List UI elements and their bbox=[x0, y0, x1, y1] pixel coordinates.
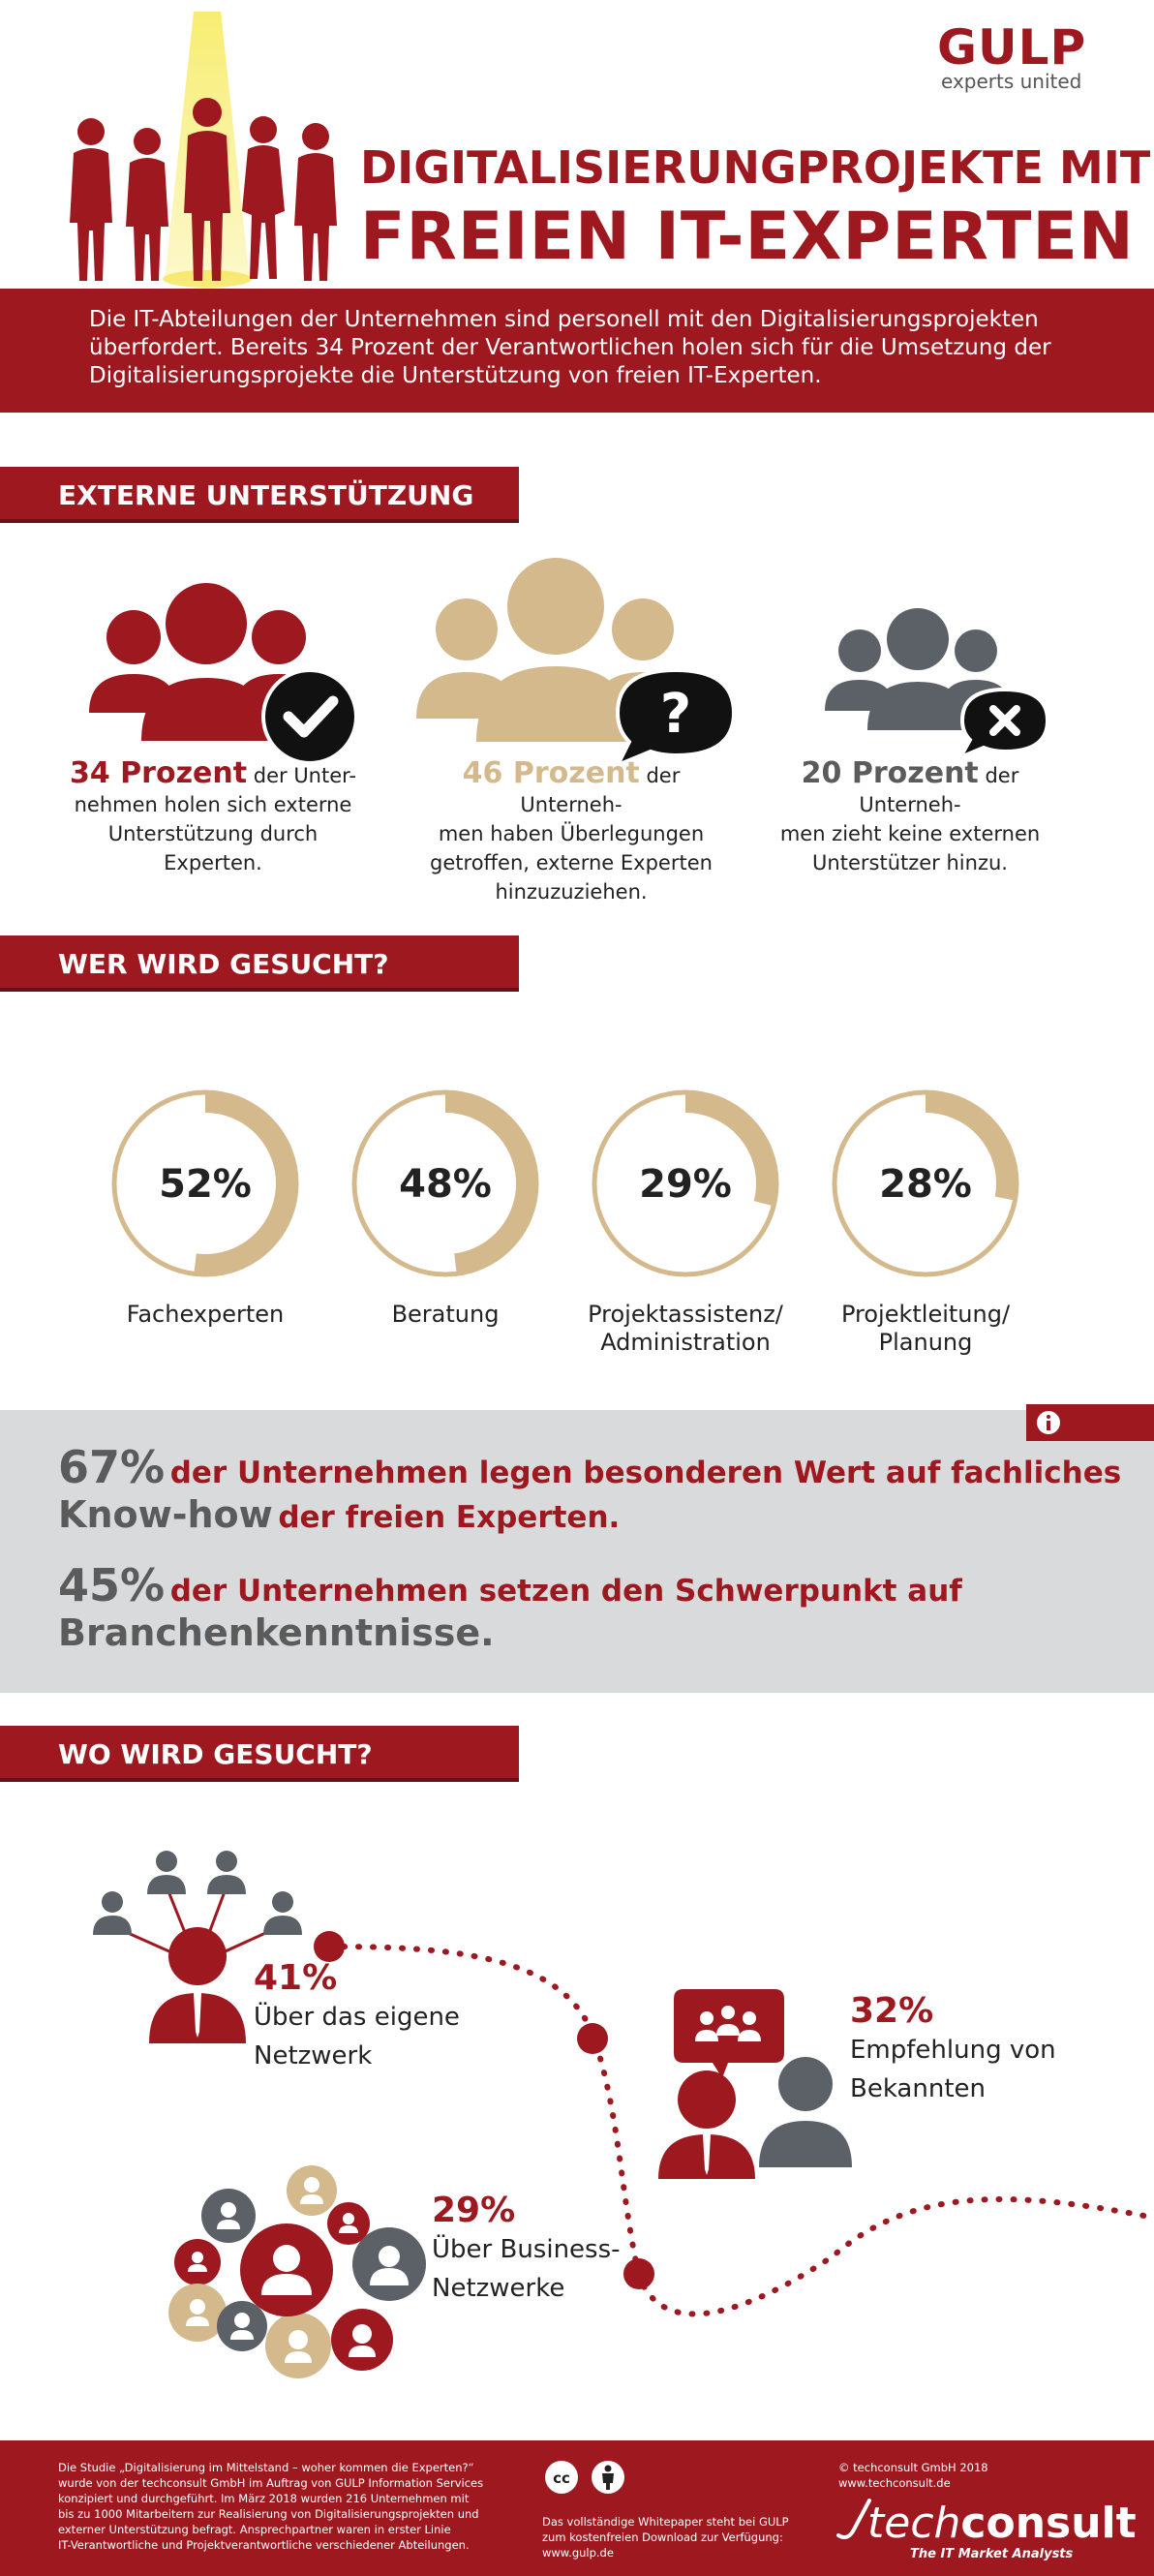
section-heading-wer-wird-gesucht: WER WIRD GESUCHT? bbox=[0, 935, 519, 992]
info-line-4: Branchenkenntnisse. bbox=[58, 1611, 495, 1654]
supported-group-icon bbox=[89, 583, 358, 765]
info-icon bbox=[1037, 1411, 1060, 1434]
intro-text: Die IT-Abteilungen der Unternehmen sind … bbox=[89, 307, 1051, 388]
svg-text:cc: cc bbox=[553, 2469, 570, 2487]
donut-fachexperten: 52% bbox=[108, 1087, 302, 1284]
donut-value: 52% bbox=[159, 1162, 252, 1207]
donut-ring bbox=[351, 1089, 539, 1277]
stat-considering: 46 Prozent der Unterneh- men haben Überl… bbox=[430, 756, 713, 905]
donut-ring bbox=[592, 1089, 779, 1277]
donut-label-fachexperten: Fachexperten bbox=[126, 1301, 285, 1328]
donut-ring bbox=[111, 1089, 299, 1277]
footer-study-text: Die Studie „Digitalisierung im Mittelsta… bbox=[58, 2461, 484, 2552]
section-heading-label: WO WIRD GESUCHT? bbox=[58, 1738, 373, 1770]
gulp-logo-tagline: experts united bbox=[941, 70, 1082, 93]
info-line-2: Know-how der freien Experten. bbox=[58, 1493, 621, 1536]
gulp-website-link[interactable]: www.gulp.de bbox=[542, 2546, 614, 2560]
attribution-icon bbox=[592, 2461, 624, 2494]
page-title-line1: DIGITALISIERUNGPROJEKTE MIT bbox=[360, 141, 1151, 194]
donut-value: 48% bbox=[399, 1162, 492, 1207]
dotted-connector-path bbox=[314, 1931, 1154, 2317]
footer-copyright: © techconsult GmbH 2018 www.techconsult.… bbox=[838, 2461, 988, 2490]
info-line-3: 45% der Unternehmen setzen den Schwerpun… bbox=[58, 1559, 962, 1611]
checkmark-icon bbox=[261, 668, 358, 765]
footer bbox=[0, 2440, 1154, 2576]
recommendation-icon bbox=[658, 1989, 852, 2179]
header-illustration bbox=[70, 12, 337, 288]
donut-label-beratung: Beratung bbox=[391, 1301, 500, 1328]
info-tab bbox=[1026, 1404, 1154, 1441]
section-heading-externe-unterstuetzung: EXTERNE UNTERSTÜTZUNG bbox=[0, 467, 519, 523]
path-node bbox=[623, 2258, 654, 2289]
info-band bbox=[0, 1410, 1154, 1693]
channel-own-network: 41% Über das eigene Netzwerk bbox=[254, 1958, 460, 2070]
own-network-icon bbox=[93, 1851, 302, 2043]
donut-value: 28% bbox=[879, 1162, 972, 1207]
cc-license-icon: cc bbox=[545, 2461, 578, 2494]
section-heading-label: WER WIRD GESUCHT? bbox=[58, 948, 389, 980]
donut-value: 29% bbox=[639, 1162, 732, 1207]
footer-download-text: Das vollständige Whitepaper steht bei GU… bbox=[542, 2514, 833, 2561]
info-pct-67: 67% bbox=[58, 1441, 166, 1493]
stat-no-support: 20 Prozent der Unterneh- men zieht keine… bbox=[779, 756, 1041, 875]
techconsult-swoosh-icon bbox=[836, 2499, 871, 2539]
channel-value: 32% bbox=[850, 1991, 934, 2031]
stat-supported: 34 Prozent der Unter- nehmen holen sich … bbox=[69, 756, 357, 875]
path-node bbox=[577, 2023, 608, 2054]
donut-projektassistenz: 29% bbox=[589, 1087, 782, 1284]
donut-arc bbox=[194, 1091, 297, 1275]
info-line-1: 67% der Unternehmen legen besonderen Wer… bbox=[58, 1441, 1122, 1493]
path-node bbox=[314, 1931, 345, 1962]
stat-considering-value: 46 Prozent bbox=[462, 756, 640, 790]
intro-band bbox=[0, 289, 1154, 413]
business-network-icon bbox=[168, 2165, 426, 2378]
info-pct-45: 45% bbox=[58, 1559, 166, 1611]
page-title-line2: FREIEN IT-EXPERTEN bbox=[360, 199, 1135, 275]
section-heading-wo-wird-gesucht: WO WIRD GESUCHT? bbox=[0, 1726, 519, 1782]
stat-no-support-value: 20 Prozent bbox=[801, 756, 979, 790]
donut-ring bbox=[832, 1089, 1019, 1277]
section-heading-label: EXTERNE UNTERSTÜTZUNG bbox=[58, 479, 474, 511]
channel-value: 29% bbox=[432, 2191, 516, 2230]
techconsult-website-link[interactable]: www.techconsult.de bbox=[838, 2476, 951, 2490]
donut-label-projektleitung: Projektleitung/ Planung bbox=[840, 1301, 1011, 1356]
channel-business-networks: 29% Über Business- Netzwerke bbox=[432, 2191, 621, 2303]
question-icon bbox=[613, 667, 737, 769]
considering-group-icon: ? bbox=[416, 558, 737, 769]
donut-beratung: 48% bbox=[349, 1087, 542, 1284]
channel-recommendation: 32% Empfehlung von Bekannten bbox=[850, 1991, 1056, 2103]
donut-arc bbox=[444, 1091, 537, 1275]
no-support-group-icon bbox=[825, 608, 1050, 761]
donut-arc bbox=[925, 1091, 1017, 1201]
donut-arc bbox=[684, 1091, 777, 1207]
svg-text:?: ? bbox=[660, 683, 691, 746]
stat-supported-value: 34 Prozent bbox=[69, 756, 248, 790]
businesspeople-silhouettes bbox=[70, 98, 337, 281]
channel-value: 41% bbox=[254, 1958, 338, 1998]
gulp-logo: GULP bbox=[937, 19, 1087, 76]
techconsult-logo: techconsult bbox=[867, 2499, 1137, 2548]
donut-projektleitung: 28% bbox=[829, 1087, 1022, 1284]
donut-label-projektassistenz: Projektassistenz/ Administration bbox=[588, 1301, 783, 1356]
techconsult-tagline: The IT Market Analysts bbox=[910, 2547, 1074, 2561]
